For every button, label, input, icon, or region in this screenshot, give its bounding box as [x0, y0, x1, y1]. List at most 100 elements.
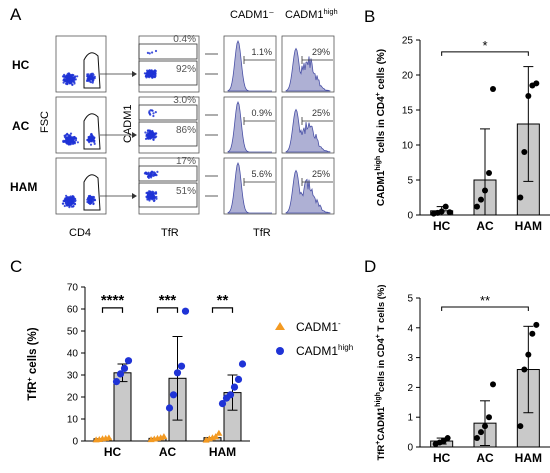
data-point — [446, 209, 453, 216]
y-tick-label: 3 — [407, 353, 413, 364]
flow-dot — [63, 78, 66, 81]
flow-dot — [154, 72, 157, 75]
legend-label-main: CADM1 — [296, 344, 338, 358]
flow-dot — [68, 197, 71, 200]
flow-dot — [76, 75, 79, 78]
tfr-hist-axis-label: TfR — [253, 227, 271, 239]
flow-dot — [152, 174, 155, 177]
flow-dot — [153, 192, 156, 195]
flow-dot — [71, 83, 74, 86]
hist-header-cadm1-high: CADM1high — [285, 7, 338, 21]
cd4-fsc-plot-frame — [55, 96, 107, 154]
x-tick-label: HAM — [515, 451, 542, 465]
flow-dot — [149, 194, 152, 197]
flow-dot — [74, 139, 78, 142]
data-point-cadm1-high — [120, 364, 129, 372]
cd4-gate — [83, 52, 101, 89]
flow-dot — [69, 203, 72, 206]
flow-dot — [62, 139, 65, 142]
y-axis-label-superscript: + — [375, 92, 382, 96]
x-tick-label: HAM — [515, 219, 542, 233]
flow-dot — [152, 194, 155, 197]
flow-dot — [73, 202, 76, 205]
significance-bracket — [211, 307, 234, 313]
data-point-cadm1-neg — [105, 434, 113, 441]
flow-dot — [89, 133, 93, 136]
data-point — [482, 423, 488, 430]
flow-dot — [93, 142, 96, 145]
flow-dot — [154, 49, 158, 53]
flow-dot — [65, 133, 68, 136]
flow-dot — [147, 75, 150, 78]
panel-a-flow-cytometry: HC AC HAM FSC CD4 CADM1 TfR TfR CADM1⁻ C… — [10, 7, 338, 239]
y-tick-label: 20 — [402, 71, 414, 82]
histogram-percent: 25% — [312, 169, 330, 179]
flow-dot — [153, 171, 156, 174]
data-point — [474, 203, 480, 210]
data-point-cadm1-high — [177, 362, 186, 370]
flow-dot — [93, 139, 96, 142]
flow-dot — [154, 111, 157, 114]
flow-dot — [144, 137, 148, 140]
histogram-curve — [285, 47, 331, 92]
histogram-curve — [285, 169, 331, 214]
flow-dot — [64, 139, 67, 143]
flow-dot — [147, 173, 150, 176]
flow-dot — [153, 132, 156, 135]
flow-dot — [147, 192, 150, 195]
y-axis-label-part: CADM1 — [376, 170, 387, 206]
flow-dot — [63, 204, 66, 208]
data-point — [478, 429, 484, 436]
legend-label-cadm1-high: CADM1high — [296, 343, 353, 358]
y-tick-label: 1 — [407, 413, 413, 424]
hist-header-cadm1-neg: CADM1⁻ — [230, 9, 275, 21]
flow-dot — [145, 195, 148, 198]
flow-dot — [64, 197, 67, 200]
data-point — [529, 330, 536, 337]
flow-dot — [72, 142, 75, 145]
flow-dot — [148, 173, 151, 176]
y-tick-label: 10 — [67, 415, 79, 426]
flow-dot — [152, 114, 155, 118]
x-tick-label: AC — [476, 451, 494, 465]
y-axis-label-part: TfR — [27, 381, 39, 401]
flow-dot — [66, 202, 69, 206]
flow-dot — [155, 197, 158, 200]
data-point — [478, 196, 484, 203]
x-tick-label: HC — [433, 451, 451, 465]
flow-dot — [71, 201, 74, 204]
y-tick-label: 20 — [67, 393, 79, 404]
data-point — [533, 80, 540, 87]
flow-dot — [151, 109, 154, 112]
data-point — [521, 149, 528, 155]
flow-dot — [66, 142, 69, 145]
flow-dot — [152, 138, 155, 141]
data-point — [438, 208, 445, 215]
histogram-percent: 25% — [312, 108, 330, 118]
flow-dot — [74, 75, 77, 78]
flow-dot — [73, 200, 77, 203]
y-axis-label-superscript: high — [375, 392, 382, 407]
flow-dot — [71, 136, 74, 139]
data-point — [525, 93, 532, 99]
gate-high — [138, 43, 198, 60]
flow-dot — [147, 176, 150, 179]
flow-dot — [93, 198, 96, 201]
significance-label: **** — [101, 292, 125, 309]
flow-dot — [87, 73, 90, 76]
data-point — [490, 86, 496, 92]
flow-dot — [88, 202, 91, 205]
flow-dot — [151, 192, 154, 195]
histogram-percent: 0.9% — [251, 108, 272, 118]
flow-dot — [147, 69, 150, 72]
flow-dot — [64, 201, 67, 204]
data-point — [474, 435, 480, 442]
cd4-gate — [83, 113, 101, 150]
flow-dot — [149, 70, 152, 73]
flow-dot — [91, 135, 94, 138]
histogram-frame — [223, 35, 277, 93]
flow-dot — [151, 51, 154, 54]
flow-dot — [88, 195, 91, 198]
y-tick-label: 4 — [407, 323, 413, 334]
tfr-axis-label: TfR — [161, 227, 179, 239]
